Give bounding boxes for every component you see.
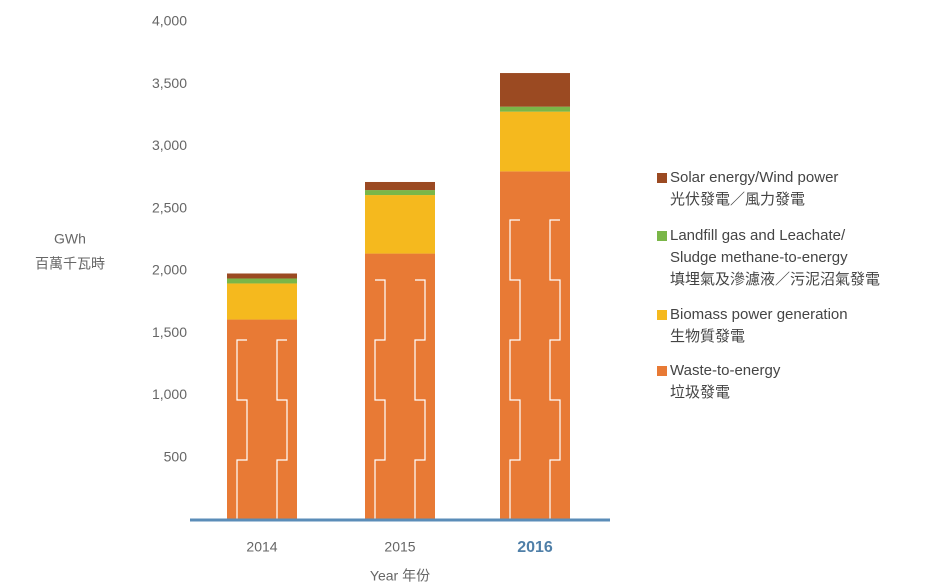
y-tick-label: 1,500 — [152, 324, 187, 340]
bar-segment — [227, 283, 297, 320]
legend-label: Landfill gas and Leachate/Sludge methane… — [670, 227, 848, 266]
legend-label-zh: 垃圾發電 — [670, 384, 730, 401]
bar-segment — [500, 106, 570, 112]
legend-label: Solar energy/Wind power — [670, 169, 838, 186]
x-tick-label: 2015 — [384, 539, 415, 555]
legend-label: Biomass power generation — [670, 306, 848, 323]
bar-segment — [500, 111, 570, 172]
legend-swatch — [657, 310, 667, 320]
legend-label-zh: 生物質發電 — [670, 327, 745, 345]
legend-swatch — [657, 173, 667, 183]
bar-segment — [227, 273, 297, 279]
decoration — [414, 279, 426, 520]
bar-segment — [500, 73, 570, 107]
bar-segment — [500, 171, 570, 520]
bar-segment — [227, 319, 297, 520]
y-axis-label: GWh — [54, 231, 86, 247]
decoration — [549, 219, 561, 520]
y-tick-label: 4,000 — [152, 13, 187, 29]
bar-segment — [365, 181, 435, 191]
bar-segment — [227, 278, 297, 284]
decoration — [236, 339, 248, 520]
legend-label: Waste-to-energy — [670, 362, 781, 379]
legend-label-zh: 填埋氣及滲濾液／污泥沼氣發電 — [670, 271, 880, 288]
y-tick-label: 3,500 — [152, 75, 187, 91]
y-tick-label: 2,000 — [152, 262, 187, 278]
y-tick-label: 2,500 — [152, 199, 187, 215]
x-tick-label: 2014 — [246, 539, 277, 555]
legend-label-zh: 光伏發電／風力發電 — [670, 191, 805, 208]
y-tick-label: 500 — [164, 448, 188, 464]
legend-swatch — [657, 231, 667, 241]
y-tick-label: 3,000 — [152, 137, 187, 153]
bar-segment — [365, 195, 435, 254]
decoration — [276, 339, 288, 520]
decoration — [509, 219, 521, 520]
x-axis-label: Year 年份 — [370, 568, 430, 584]
legend-swatch — [657, 366, 667, 376]
y-axis-label-zh: 百萬千瓦時 — [35, 256, 105, 272]
x-tick-label: 2016 — [517, 539, 553, 556]
decoration — [374, 279, 386, 520]
bar-segment — [365, 253, 435, 520]
bar-segment — [365, 190, 435, 196]
y-tick-label: 1,000 — [152, 386, 187, 402]
